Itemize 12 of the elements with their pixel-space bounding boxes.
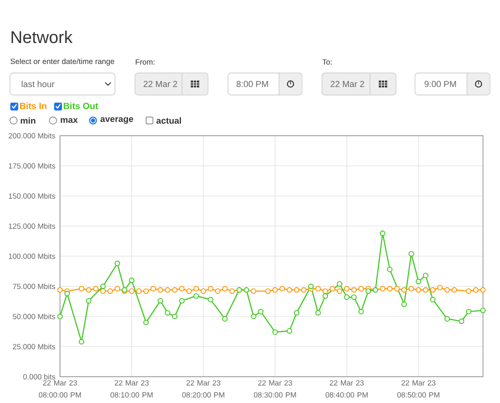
text: last hour: [22, 80, 54, 88]
text: max: [60, 118, 78, 123]
text: 22 Mar 2: [330, 80, 364, 88]
text: Bits In: [20, 102, 46, 110]
text: 9:00 PM: [424, 80, 456, 88]
text: average: [100, 117, 134, 124]
text: 8:00 PM: [236, 80, 268, 88]
text: actual: [156, 117, 182, 124]
text: min: [20, 117, 36, 124]
text: Bits Out: [64, 102, 98, 110]
text: 22 Mar 2: [144, 80, 178, 88]
chart-title: Network: [12, 30, 73, 44]
